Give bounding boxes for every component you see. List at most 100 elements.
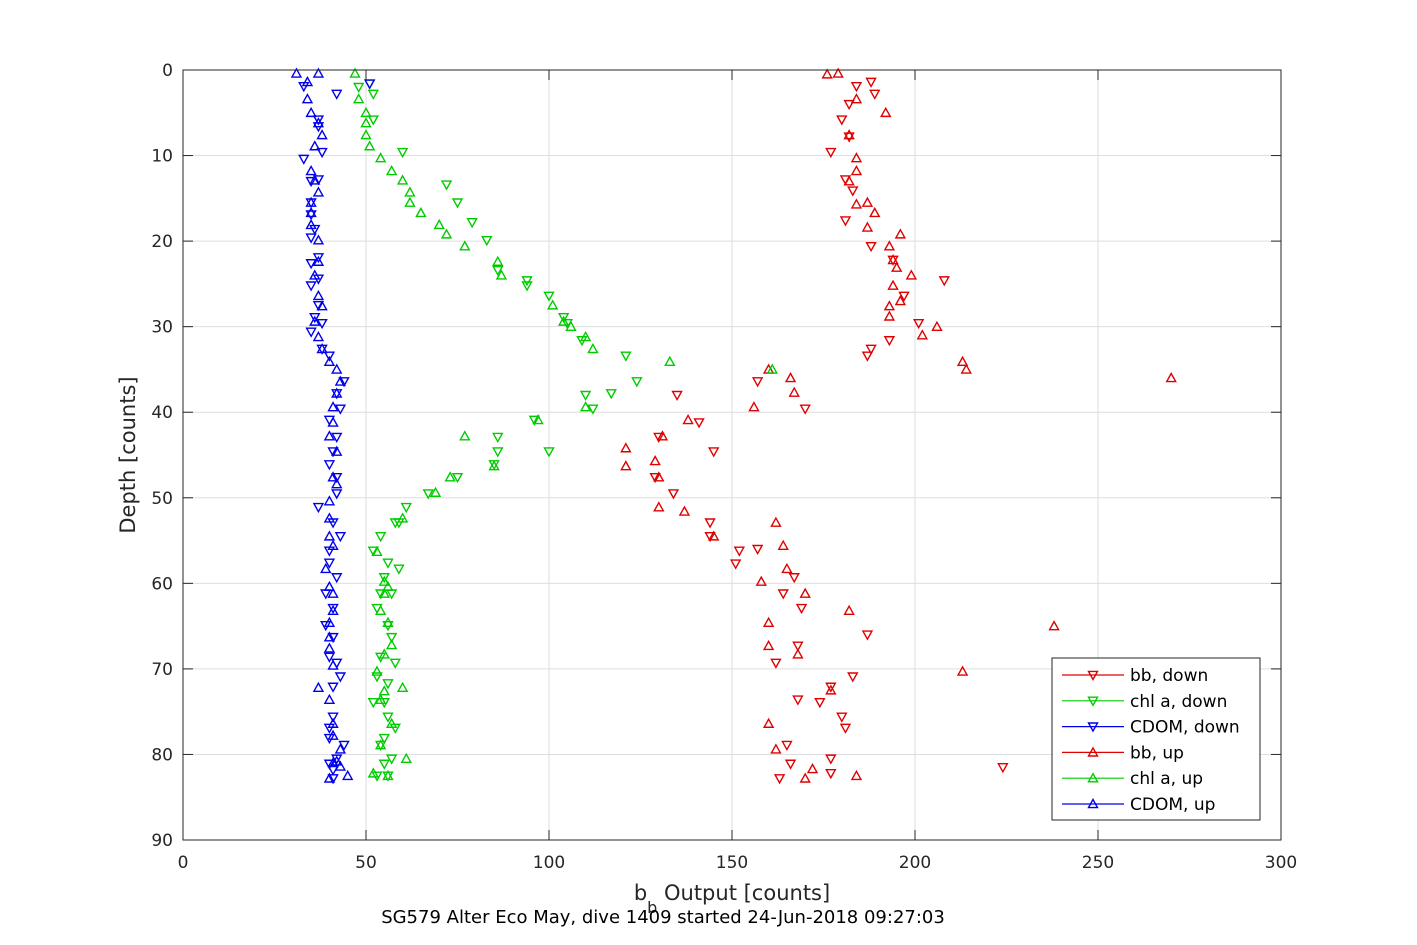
y-tick-label: 60 — [151, 574, 173, 594]
data-point — [869, 89, 881, 100]
data-point — [891, 261, 903, 272]
data-point — [367, 767, 380, 778]
data-point — [389, 518, 401, 529]
data-point — [770, 743, 782, 754]
data-point — [396, 147, 409, 159]
data-point — [378, 733, 390, 745]
data-point — [323, 772, 336, 783]
data-point — [378, 573, 390, 584]
data-point — [839, 216, 852, 227]
data-point — [309, 315, 321, 326]
data-point — [766, 363, 778, 374]
data-point — [312, 234, 325, 245]
data-point — [865, 77, 877, 88]
data-point — [382, 558, 394, 569]
data-point — [905, 269, 918, 280]
data-point — [836, 115, 848, 126]
data-point — [481, 235, 493, 247]
legend-marker — [1087, 798, 1099, 809]
series-0 — [649, 77, 1009, 785]
data-point — [653, 501, 665, 512]
data-point — [850, 81, 863, 93]
data-point — [305, 196, 317, 207]
data-point — [327, 757, 339, 768]
data-point — [371, 545, 383, 556]
data-point — [839, 723, 852, 734]
axis-ticks: 0 50 100 150 200 250 300 0 10 20 30 40 50 60 70 80 90 — [151, 61, 1297, 873]
data-point — [605, 389, 617, 400]
data-point — [781, 740, 793, 751]
data-point — [334, 531, 347, 543]
data-point — [305, 259, 317, 270]
data-point — [305, 233, 317, 244]
data-point — [843, 604, 855, 616]
y-tick-label: 10 — [151, 147, 173, 167]
data-point — [492, 255, 504, 266]
data-point — [367, 115, 380, 126]
data-point — [869, 206, 881, 218]
data-point — [466, 217, 478, 229]
data-point — [385, 638, 398, 650]
x-tick-label: 100 — [533, 853, 565, 873]
data-point — [312, 253, 325, 264]
data-point — [305, 176, 317, 188]
data-point — [847, 672, 859, 683]
data-point — [331, 89, 343, 100]
data-point — [1048, 620, 1060, 631]
data-point — [305, 210, 317, 221]
data-point — [334, 743, 347, 754]
y-tick-label: 0 — [162, 61, 173, 81]
data-point — [323, 430, 336, 441]
chart-caption: SG579 Alter Eco May, dive 1409 started 2… — [381, 907, 945, 928]
data-point — [532, 413, 544, 425]
data-point — [792, 641, 804, 652]
data-point — [331, 478, 343, 489]
data-point — [832, 67, 844, 78]
data-point — [309, 269, 321, 280]
data-point — [378, 575, 390, 586]
data-point — [620, 460, 632, 471]
data-point — [459, 240, 471, 251]
data-point — [331, 754, 343, 765]
data-point — [323, 558, 336, 569]
data-point — [653, 432, 665, 443]
legend-marker — [1087, 772, 1099, 783]
data-point — [440, 180, 453, 191]
data-point — [708, 447, 720, 458]
data-point — [825, 754, 837, 765]
data-point — [861, 196, 874, 207]
data-point — [850, 198, 863, 209]
y-tick-label: 90 — [151, 831, 173, 851]
data-point — [788, 573, 800, 584]
data-point — [305, 206, 317, 218]
data-point — [309, 174, 321, 185]
data-point — [451, 198, 464, 209]
data-point — [374, 589, 387, 600]
data-point — [587, 404, 599, 415]
data-point — [327, 603, 339, 615]
data-point — [305, 165, 317, 176]
data-point — [682, 413, 694, 425]
x-axis-label-subscript: b — [647, 898, 657, 917]
data-point — [1165, 372, 1177, 383]
data-point — [378, 648, 390, 659]
data-point — [312, 175, 325, 186]
data-point — [312, 502, 325, 514]
legend-entry: bb, down — [1130, 666, 1208, 686]
data-point — [433, 218, 445, 230]
data-point — [762, 717, 775, 728]
y-tick-label: 20 — [151, 232, 173, 252]
data-point — [327, 729, 339, 740]
data-point — [382, 580, 394, 592]
data-point — [770, 516, 782, 527]
data-point — [327, 447, 339, 458]
data-point — [327, 471, 339, 482]
data-point — [620, 442, 632, 453]
data-point — [312, 330, 325, 342]
data-point — [396, 681, 409, 693]
data-point — [323, 355, 336, 367]
data-point — [664, 355, 676, 367]
data-point — [382, 679, 394, 690]
data-point — [360, 117, 372, 128]
data-point — [429, 486, 442, 497]
